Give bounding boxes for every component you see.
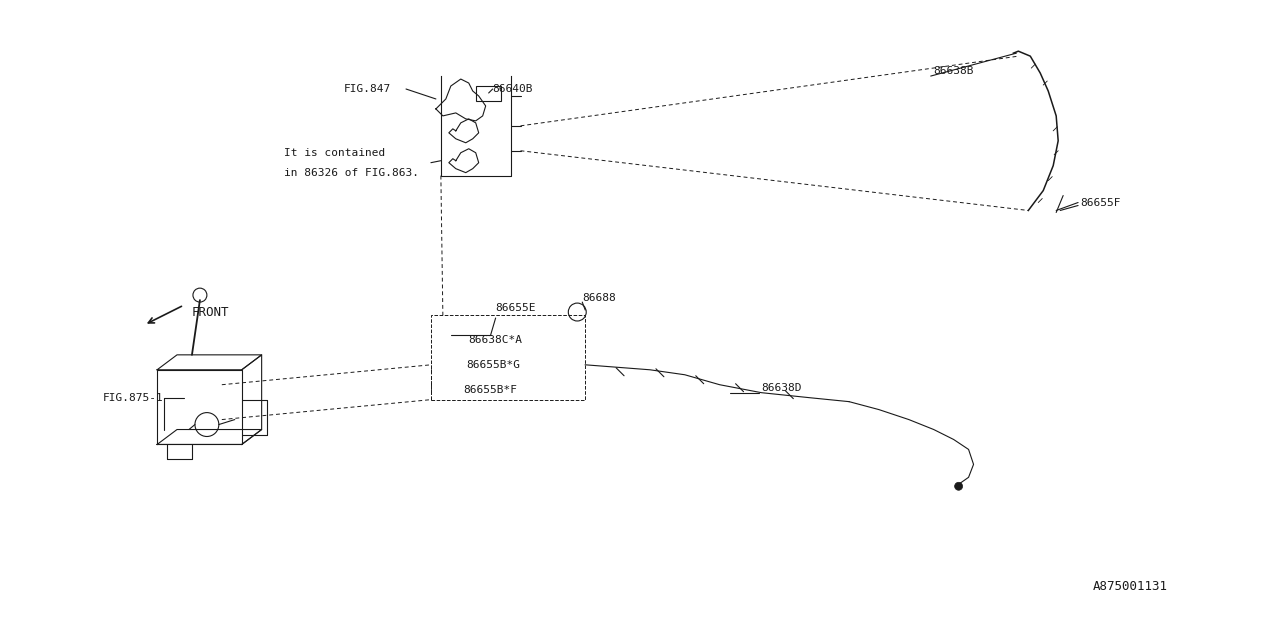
Text: 86638B: 86638B (933, 66, 974, 76)
Text: 86655B*G: 86655B*G (466, 360, 520, 370)
Text: in 86326 of FIG.863.: in 86326 of FIG.863. (284, 168, 419, 178)
Text: 86640B: 86640B (493, 84, 534, 94)
Text: 86638C*A: 86638C*A (468, 335, 522, 345)
Text: It is contained: It is contained (284, 148, 385, 157)
Text: FRONT: FRONT (192, 305, 229, 319)
Text: FIG.875-1: FIG.875-1 (102, 393, 163, 403)
Text: FIG.847: FIG.847 (343, 84, 390, 94)
Text: 86655B*F: 86655B*F (463, 385, 517, 395)
Text: 86655F: 86655F (1080, 198, 1120, 207)
Circle shape (955, 483, 963, 490)
Text: 86655E: 86655E (495, 303, 536, 313)
Text: 86638D: 86638D (762, 383, 803, 393)
Text: A875001131: A875001131 (1093, 580, 1169, 593)
Text: 86688: 86688 (582, 293, 616, 303)
Bar (476, 86, 500, 101)
